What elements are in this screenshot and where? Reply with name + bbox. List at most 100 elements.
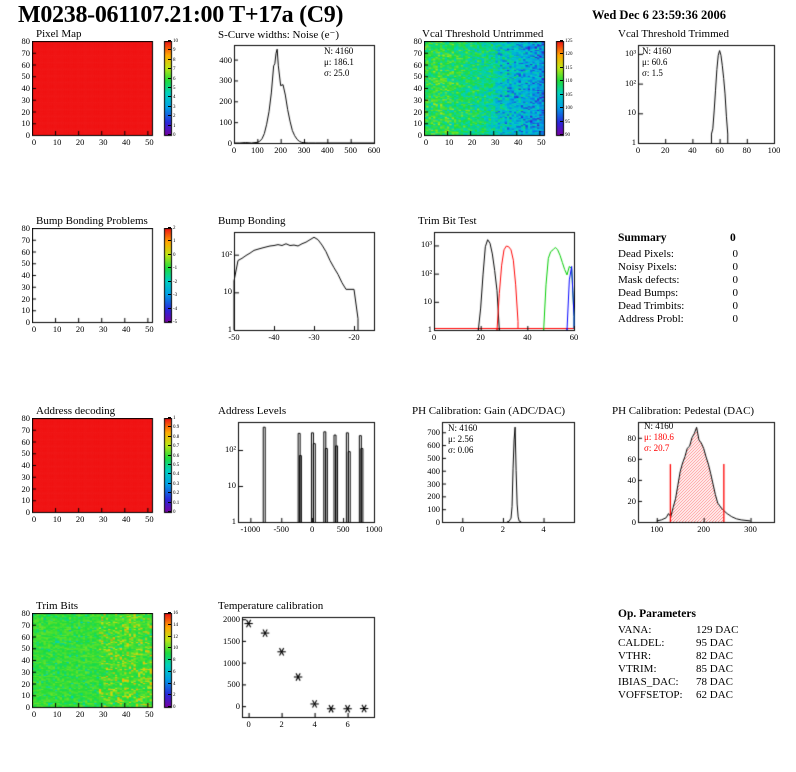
- summary-table: Summary 0 Dead Pixels: 0 Noisy Pixels: 0 Mas…: [600, 232, 790, 342]
- axis-tick-label: 2: [173, 693, 176, 699]
- colorbar-tick: [560, 107, 563, 109]
- axis-tick-label: 9: [173, 48, 176, 54]
- axis-tick-label: 5: [173, 86, 176, 91]
- axis-tick-label: 50: [537, 137, 546, 147]
- axis-tick-label: 100: [250, 145, 264, 155]
- panel-address-levels: Address Levels -1000 -500 0 500 1000 1 10 10²: [200, 405, 390, 545]
- panel-title: Vcal Threshold Untrimmed: [422, 28, 544, 40]
- axis-tick-label: 50: [21, 448, 31, 459]
- axis-tick-label: 8: [173, 658, 176, 663]
- axis-tick-label: 40: [688, 145, 697, 155]
- axis-tick-label: 1: [231, 516, 236, 526]
- axis-tick-label: 0: [423, 137, 429, 147]
- axis-tick-label: 80: [21, 608, 31, 618]
- panel-title: Trim Bits: [36, 600, 79, 612]
- plot-statistics: μ: 186.1: [324, 57, 354, 67]
- axis-tick-label: 1: [427, 324, 432, 334]
- axis-tick-label: 300: [744, 524, 757, 534]
- axis-tick-label: 125: [565, 39, 573, 44]
- colorbar-tick: [168, 417, 171, 418]
- axis-tick-label: 60: [715, 145, 724, 155]
- page-title: M0238-061107.21:00 T+17a (C9): [18, 2, 344, 28]
- colorbar-tick: [168, 321, 171, 322]
- axis-tick-label: 1000: [223, 657, 240, 668]
- op-parameter-value: 82 DAC: [696, 650, 733, 662]
- colorbar-tick: [168, 294, 171, 296]
- panel-temperature: Temperature calibration 0 2 4 6 0 500 1000 1500…: [200, 600, 390, 740]
- axis-tick-label: 0: [25, 130, 30, 140]
- op-parameters-table: Op. Parameters VANA: 129 DAC CALDEL: 95 DAC…: [600, 608, 790, 718]
- axis-tick-label: 10²: [624, 77, 636, 88]
- op-parameter-value: 85 DAC: [696, 663, 733, 675]
- op-parameter-label: CALDEL:: [618, 637, 665, 649]
- axis-tick-label: -50: [228, 332, 240, 342]
- axis-tick-label: 0.3: [173, 481, 180, 487]
- summary-row-label: Address Probl:: [618, 313, 684, 325]
- axis-tick-label: 1: [227, 324, 232, 334]
- colorbar-tick: [168, 280, 171, 282]
- plot-statistics: σ: 25.0: [324, 68, 350, 78]
- axis-tick-label: 50: [145, 137, 154, 147]
- colorbar-tick: [560, 53, 563, 55]
- ph-pedestal-plot: [608, 418, 783, 538]
- axis-tick-label: 0: [631, 517, 636, 527]
- op-parameter-value: 78 DAC: [696, 676, 733, 688]
- panel-title: Trim Bit Test: [418, 215, 477, 227]
- axis-tick-label: 120: [565, 52, 573, 58]
- axis-tick-label: 30: [21, 94, 31, 105]
- axis-tick-label: 14: [173, 622, 178, 628]
- colorbar-tick: [560, 80, 563, 82]
- colorbar-tick: [168, 694, 171, 696]
- op-parameter-label: VOFFSETOP:: [618, 689, 683, 701]
- axis-tick-label: 3: [173, 104, 176, 110]
- axis-tick-label: 0.4: [173, 472, 180, 478]
- axis-tick-label: 70: [21, 424, 31, 435]
- summary-row-label: Noisy Pixels:: [618, 261, 677, 273]
- axis-tick-label: 500: [427, 452, 440, 463]
- axis-tick-label: 10: [423, 295, 433, 306]
- axis-tick-label: 20: [467, 137, 477, 147]
- panel-bump-bonding: Bump Bonding -50 -40 -30 -20 1 10 10²: [200, 215, 390, 345]
- panel-pixel-map: Pixel Map 0 10 20 30 40 50 0 10 20 30 40 50 60 70 80 0 1…: [8, 28, 188, 158]
- panel-title: Vcal Threshold Trimmed: [618, 28, 730, 40]
- colorbar-tick: [168, 623, 171, 625]
- axis-tick-label: 10: [444, 137, 454, 147]
- colorbar-tick: [168, 267, 171, 269]
- axis-tick-label: 40: [21, 83, 31, 93]
- axis-tick-label: 500: [227, 679, 240, 690]
- summary-row-value: 0: [732, 248, 739, 260]
- axis-tick-label: 20: [75, 324, 85, 334]
- trim-bits-plot: [32, 613, 180, 723]
- colorbar-tick: [168, 670, 171, 672]
- axis-tick-label: 30: [21, 471, 31, 482]
- axis-tick-label: 20: [21, 106, 31, 117]
- axis-tick-label: 6: [345, 719, 350, 729]
- axis-tick-label: 200: [427, 491, 440, 502]
- axis-tick-label: 20: [21, 293, 31, 304]
- axis-tick-label: 100: [767, 145, 781, 155]
- summary-row-value: 0: [732, 300, 739, 312]
- colorbar-tick: [560, 40, 563, 41]
- axis-tick-label: 0: [460, 524, 465, 534]
- axis-tick-label: 0: [431, 332, 437, 342]
- colorbar-tick: [168, 40, 171, 41]
- colorbar-tick: [168, 647, 171, 649]
- axis-tick-label: 0: [435, 517, 440, 527]
- trim-bit-test-plot: [408, 228, 583, 343]
- temperature-plot: [208, 613, 383, 733]
- axis-tick-label: 40: [523, 332, 532, 342]
- axis-tick-label: 1000: [365, 524, 383, 534]
- axis-tick-label: 40: [21, 655, 31, 665]
- panel-ph-gain: PH Calibration: Gain (ADC/DAC) 0 2 4 0 100 20…: [400, 405, 590, 545]
- summary-heading-value: 0: [730, 232, 736, 244]
- colorbar-tick: [168, 240, 171, 242]
- axis-tick-label: 30: [98, 137, 108, 147]
- colorbar-tick: [168, 87, 171, 88]
- axis-tick-label: 1: [173, 416, 176, 421]
- panel-ph-pedestal: PH Calibration: Pedestal (DAC) 100 200 300…: [600, 405, 790, 545]
- plot-statistics: N: 4160: [642, 46, 672, 56]
- plot-statistics: μ: 2.56: [448, 434, 474, 444]
- axis-tick-label: 0: [173, 510, 176, 515]
- axis-tick-label: 0.8: [173, 434, 180, 440]
- axis-tick-label: 30: [98, 514, 108, 524]
